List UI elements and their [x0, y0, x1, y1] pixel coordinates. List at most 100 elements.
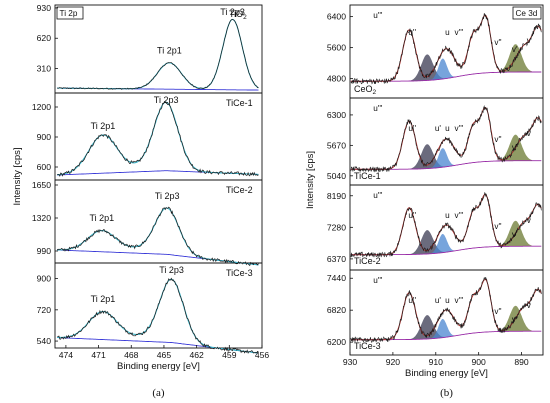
sample-label: TiCe-2: [226, 185, 253, 195]
x-tick-label: 930: [343, 357, 358, 367]
peak-label: v': [512, 143, 518, 152]
panel-b-legend-box: [512, 6, 542, 20]
peak-label: u''': [373, 104, 383, 113]
peak-label: u''': [373, 276, 383, 285]
peak-label: v: [527, 36, 532, 45]
sample-label: TiCe-3: [226, 268, 253, 278]
peak-label: u''': [373, 191, 383, 200]
component-fill: [425, 233, 460, 254]
y-tick-label: 720: [37, 305, 52, 315]
caption-a: (a): [152, 387, 165, 399]
panel-a-legend-label: Ti 2p: [60, 9, 78, 18]
peak-label: u'': [408, 296, 416, 305]
sample-label: TiCe-1: [354, 171, 381, 181]
peak-label: Ti 2p3: [154, 95, 179, 105]
fit-line: [57, 207, 259, 266]
y-tick-label: 6820: [327, 305, 346, 315]
x-tick-label: 456: [255, 350, 270, 360]
y-tick-label: 1320: [32, 213, 51, 223]
peak-label: Ti 2p1: [157, 46, 182, 56]
y-tick-label: 540: [37, 336, 52, 346]
sample-label: TiCe-1: [226, 98, 253, 108]
panel-a-xlabel: Binding energy [eV]: [117, 361, 200, 372]
peak-label: v'': [494, 307, 502, 316]
spectrum-line: [56, 206, 259, 267]
fit-line: [57, 101, 259, 176]
x-tick-label: 920: [386, 357, 401, 367]
panel-b-ylabel: Intensity [cps]: [305, 151, 316, 209]
peak-label: v': [512, 45, 518, 54]
spectrum-line: [57, 101, 259, 177]
peak-label: v: [527, 129, 532, 138]
x-tick-label: 462: [189, 350, 204, 360]
peak-label: u'': [408, 28, 416, 37]
panel-b-legend-label: Ce 3d: [516, 9, 538, 18]
peak-label: u: [445, 211, 450, 220]
panel-b-frame: [349, 4, 544, 356]
peak-label: u: [445, 124, 450, 133]
y-tick-label: 600: [37, 162, 52, 172]
panel-a-legend-box: [56, 6, 84, 20]
y-tick-label: 900: [37, 132, 52, 142]
peak-label: Ti 2p3: [220, 7, 245, 17]
peak-label: u: [445, 296, 450, 305]
spectrum-line: [57, 19, 259, 90]
x-tick-label: 471: [91, 350, 106, 360]
peak-label: Ti 2p3: [159, 265, 184, 275]
component-fill: [425, 148, 460, 169]
panel-a-ylabel: Intensity [cps]: [12, 147, 23, 205]
x-tick-label: 900: [471, 357, 486, 367]
y-tick-label: 5670: [327, 140, 346, 150]
spectrum-line: [350, 192, 542, 258]
peak-label: u: [445, 28, 450, 37]
spectrum-line: [350, 13, 542, 85]
x-tick-label: 459: [222, 350, 237, 360]
y-tick-label: 5600: [327, 43, 346, 53]
peak-label: v'': [494, 38, 502, 47]
x-tick-label: 474: [59, 350, 74, 360]
peak-label: v''': [455, 296, 464, 305]
x-tick-label: 890: [514, 357, 529, 367]
peak-label: Ti 2p3: [155, 191, 180, 201]
peak-label: v: [527, 216, 532, 225]
caption-b: (b): [440, 387, 453, 399]
peak-label: v'': [494, 135, 502, 144]
y-tick-label: 6200: [327, 337, 346, 347]
sample-label: CeO2: [354, 84, 377, 96]
y-tick-label: 7440: [327, 273, 346, 283]
peak-label: v''': [455, 28, 464, 37]
peak-label: Ti 2p1: [91, 121, 116, 131]
y-tick-label: 1650: [32, 180, 51, 190]
peak-label: Ti 2p1: [90, 213, 115, 223]
y-tick-label: 5040: [327, 171, 346, 181]
peak-label: u'': [408, 211, 416, 220]
spectrum-line: [350, 277, 542, 343]
peak-label: u': [435, 124, 442, 133]
panel-b-xlabel: Binding energy [eV]: [405, 368, 488, 379]
peak-label: v: [527, 301, 532, 310]
y-tick-label: 6400: [327, 12, 346, 22]
x-tick-label: 468: [124, 350, 139, 360]
peak-label: u'': [408, 124, 416, 133]
peak-label: v''': [455, 211, 464, 220]
y-tick-label: 1200: [32, 102, 51, 112]
y-tick-label: 930: [37, 3, 52, 13]
x-tick-label: 910: [429, 357, 444, 367]
sample-label: TiO2: [229, 9, 247, 21]
y-tick-label: 7280: [327, 222, 346, 232]
peak-label: u''': [373, 11, 383, 20]
y-tick-label: 900: [37, 274, 52, 284]
y-tick-label: 620: [37, 33, 52, 43]
peak-label: v'': [494, 222, 502, 231]
y-tick-label: 6300: [327, 110, 346, 120]
y-tick-label: 310: [37, 64, 52, 74]
x-tick-label: 465: [157, 350, 172, 360]
component-fill: [425, 318, 460, 339]
peak-label: v''': [455, 124, 464, 133]
panel-a-frame: [54, 4, 263, 349]
y-tick-label: 8190: [327, 191, 346, 201]
peak-label: u': [435, 296, 442, 305]
y-tick-label: 990: [37, 246, 52, 256]
